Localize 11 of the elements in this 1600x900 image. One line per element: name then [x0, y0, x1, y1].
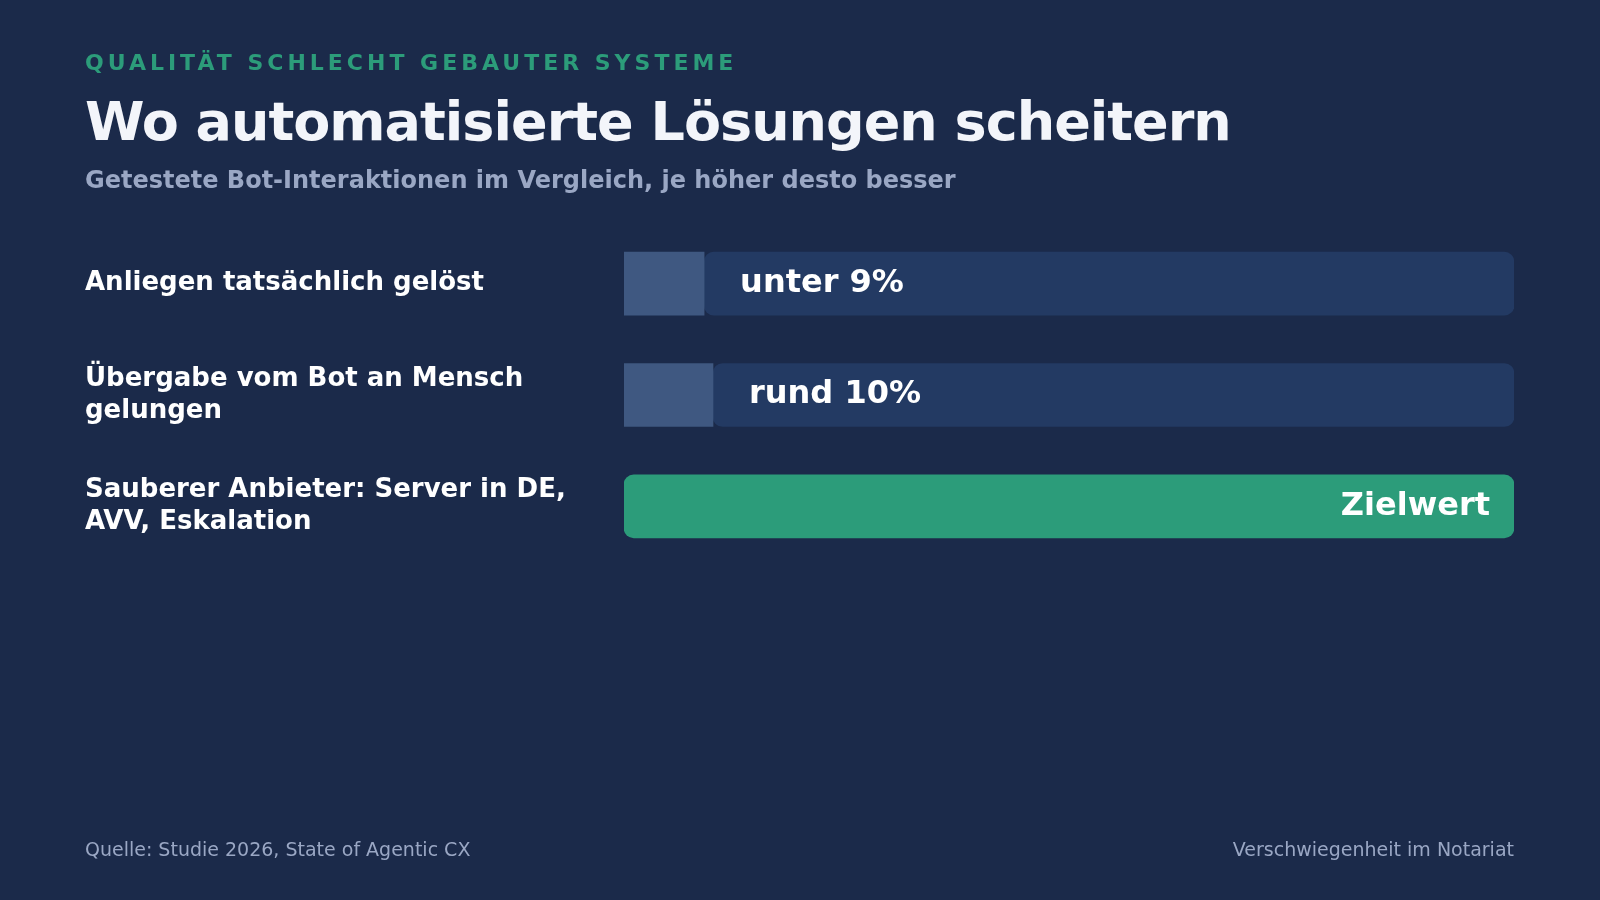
y-tick-label: Sauberer Anbieter: Server in DE, AVV, Eskalation [85, 472, 566, 536]
y-tick-label: Übergabe vom Bot an Mensch gelungen [85, 359, 524, 424]
data-label: Zielwert [1340, 484, 1490, 523]
source-note: Quelle: Studie 2026, State of Agentic CX [85, 838, 471, 860]
chart-title: Wo automatisierte Lösungen scheitern [85, 90, 1231, 153]
text: QUALITÄT SCHLECHT GEBAUTER SYSTEME [85, 50, 738, 75]
chart-subtitle: Getestete Bot-Interaktionen im Vergleich, je höher desto besser [85, 166, 956, 194]
text: Verschwiegenheit im Notariat [1232, 838, 1514, 860]
data-label: rund 10% [749, 373, 921, 412]
data-label: unter 9% [740, 261, 904, 300]
y-tick-label: Anliegen tatsächlich gelöst [85, 266, 484, 297]
